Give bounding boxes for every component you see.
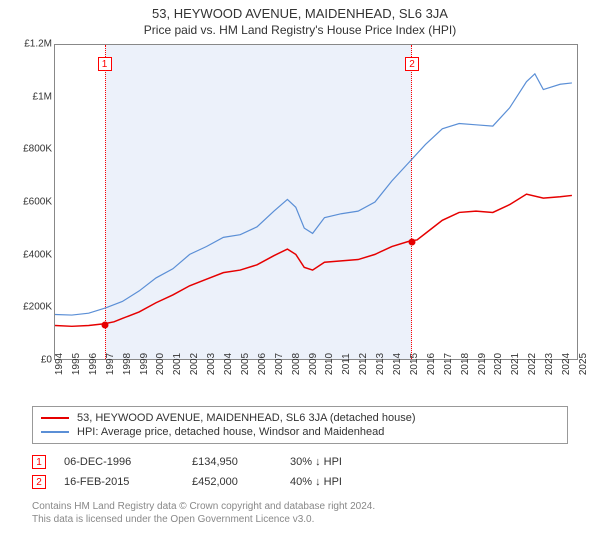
y-tick-label: £1M: [8, 91, 52, 102]
x-tick-label: 1997: [105, 353, 116, 375]
x-tick-label: 2007: [274, 353, 285, 375]
x-tick-label: 2012: [358, 353, 369, 375]
transaction-row: 1 06-DEC-1996 £134,950 30% ↓ HPI: [32, 452, 380, 472]
x-tick-label: 1998: [122, 353, 133, 375]
x-tick-label: 2013: [375, 353, 386, 375]
x-tick-label: 2017: [443, 353, 454, 375]
transaction-row: 2 16-FEB-2015 £452,000 40% ↓ HPI: [32, 472, 380, 492]
transaction-date: 06-DEC-1996: [64, 456, 174, 468]
x-tick-label: 2018: [460, 353, 471, 375]
chart-plot: 12: [54, 44, 578, 360]
y-tick-label: £600K: [8, 197, 52, 208]
x-tick-label: 2005: [240, 353, 251, 375]
transaction-price: £452,000: [192, 476, 272, 488]
x-tick-label: 2001: [172, 353, 183, 375]
chart-area: £0£200K£400K£600K£800K£1M£1.2M 12 199419…: [8, 44, 592, 398]
transaction-diff: 30% ↓ HPI: [290, 456, 380, 468]
y-tick-label: £400K: [8, 249, 52, 260]
x-tick-label: 2022: [527, 353, 538, 375]
transaction-marker: 2: [32, 475, 46, 489]
y-tick-label: £0: [8, 355, 52, 366]
page-subtitle: Price paid vs. HM Land Registry's House …: [0, 21, 600, 41]
marker-box-1: 1: [98, 57, 112, 71]
x-tick-label: 1994: [54, 353, 65, 375]
legend: 53, HEYWOOD AVENUE, MAIDENHEAD, SL6 3JA …: [32, 406, 568, 444]
legend-item: 53, HEYWOOD AVENUE, MAIDENHEAD, SL6 3JA …: [41, 411, 559, 425]
x-tick-label: 2020: [493, 353, 504, 375]
x-tick-label: 2010: [324, 353, 335, 375]
transaction-marker: 1: [32, 455, 46, 469]
transactions-table: 1 06-DEC-1996 £134,950 30% ↓ HPI 2 16-FEB-201…: [32, 452, 380, 492]
series-price_paid: [55, 194, 572, 326]
legend-swatch: [41, 431, 69, 433]
attribution-line2: This data is licensed under the Open Gov…: [32, 513, 588, 526]
legend-label: 53, HEYWOOD AVENUE, MAIDENHEAD, SL6 3JA …: [77, 412, 416, 424]
x-tick-label: 2024: [561, 353, 572, 375]
x-tick-label: 1999: [139, 353, 150, 375]
marker-point-2: [408, 238, 415, 245]
chart-lines: [55, 45, 577, 359]
transaction-price: £134,950: [192, 456, 272, 468]
x-tick-label: 2016: [426, 353, 437, 375]
attribution: Contains HM Land Registry data © Crown c…: [32, 500, 588, 526]
x-tick-label: 2004: [223, 353, 234, 375]
x-tick-label: 2014: [392, 353, 403, 375]
x-tick-label: 2019: [477, 353, 488, 375]
marker-point-1: [101, 322, 108, 329]
y-tick-label: £200K: [8, 302, 52, 313]
x-tick-label: 1995: [71, 353, 82, 375]
transaction-diff: 40% ↓ HPI: [290, 476, 380, 488]
x-tick-label: 2003: [206, 353, 217, 375]
marker-box-2: 2: [405, 57, 419, 71]
x-tick-label: 2011: [341, 353, 352, 375]
x-tick-label: 2009: [308, 353, 319, 375]
series-hpi: [55, 74, 572, 315]
x-tick-label: 2002: [189, 353, 200, 375]
x-tick-label: 2000: [155, 353, 166, 375]
x-tick-label: 2006: [257, 353, 268, 375]
y-tick-label: £1.2M: [8, 39, 52, 50]
legend-swatch: [41, 417, 69, 419]
legend-label: HPI: Average price, detached house, Wind…: [77, 426, 384, 438]
transaction-date: 16-FEB-2015: [64, 476, 174, 488]
y-tick-label: £800K: [8, 144, 52, 155]
x-tick-label: 1996: [88, 353, 99, 375]
legend-item: HPI: Average price, detached house, Wind…: [41, 425, 559, 439]
x-tick-label: 2025: [578, 353, 589, 375]
attribution-line1: Contains HM Land Registry data © Crown c…: [32, 500, 588, 513]
x-tick-label: 2023: [544, 353, 555, 375]
x-tick-label: 2021: [510, 353, 521, 375]
x-tick-label: 2015: [409, 353, 420, 375]
x-tick-label: 2008: [291, 353, 302, 375]
page-title: 53, HEYWOOD AVENUE, MAIDENHEAD, SL6 3JA: [0, 0, 600, 21]
